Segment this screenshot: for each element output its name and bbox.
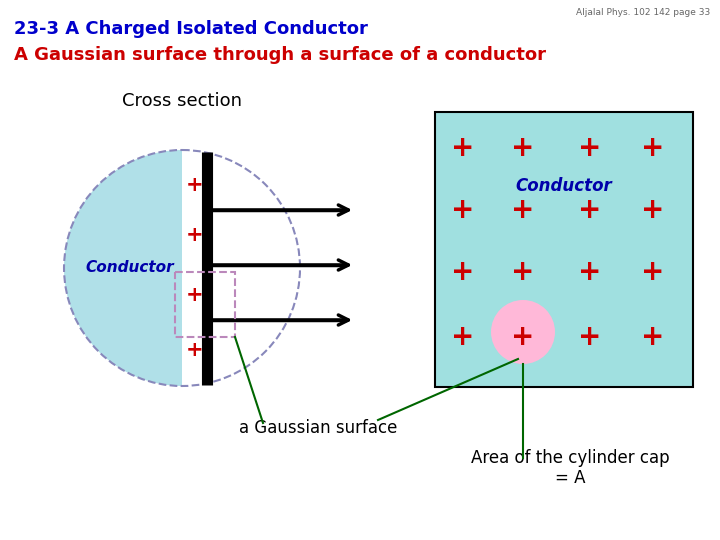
Text: +: + [642, 196, 665, 224]
Text: +: + [511, 258, 535, 286]
Text: +: + [511, 196, 535, 224]
Bar [435, 112, 693, 387]
Text: A Gaussian surface through a surface of a conductor: A Gaussian surface through a surface of … [14, 46, 546, 64]
Text: +: + [511, 134, 535, 162]
Text: +: + [578, 196, 602, 224]
Text: +: + [186, 285, 204, 305]
Text: +: + [451, 134, 474, 162]
Text: +: + [642, 258, 665, 286]
Wedge shape [64, 150, 182, 386]
Text: Conductor: Conductor [86, 260, 174, 275]
Bar [175, 272, 235, 337]
Text: +: + [451, 196, 474, 224]
Text: +: + [642, 134, 665, 162]
Text: Cross section: Cross section [122, 92, 242, 110]
Text: +: + [578, 134, 602, 162]
Text: +: + [451, 258, 474, 286]
Text: Conductor: Conductor [516, 177, 613, 195]
Circle shape [491, 300, 555, 364]
Text: 23-3 A Charged Isolated Conductor: 23-3 A Charged Isolated Conductor [14, 20, 368, 38]
Text: +: + [642, 323, 665, 351]
Text: Area of the cylinder cap
= A: Area of the cylinder cap = A [471, 449, 670, 488]
Text: +: + [186, 175, 204, 195]
Text: +: + [578, 323, 602, 351]
Text: +: + [451, 323, 474, 351]
Text: Aljalal Phys. 102 142 page 33: Aljalal Phys. 102 142 page 33 [576, 8, 710, 17]
Text: +: + [186, 225, 204, 245]
Text: +: + [511, 323, 535, 351]
Text: +: + [186, 340, 204, 360]
Text: a Gaussian surface: a Gaussian surface [239, 419, 397, 437]
Text: +: + [578, 258, 602, 286]
